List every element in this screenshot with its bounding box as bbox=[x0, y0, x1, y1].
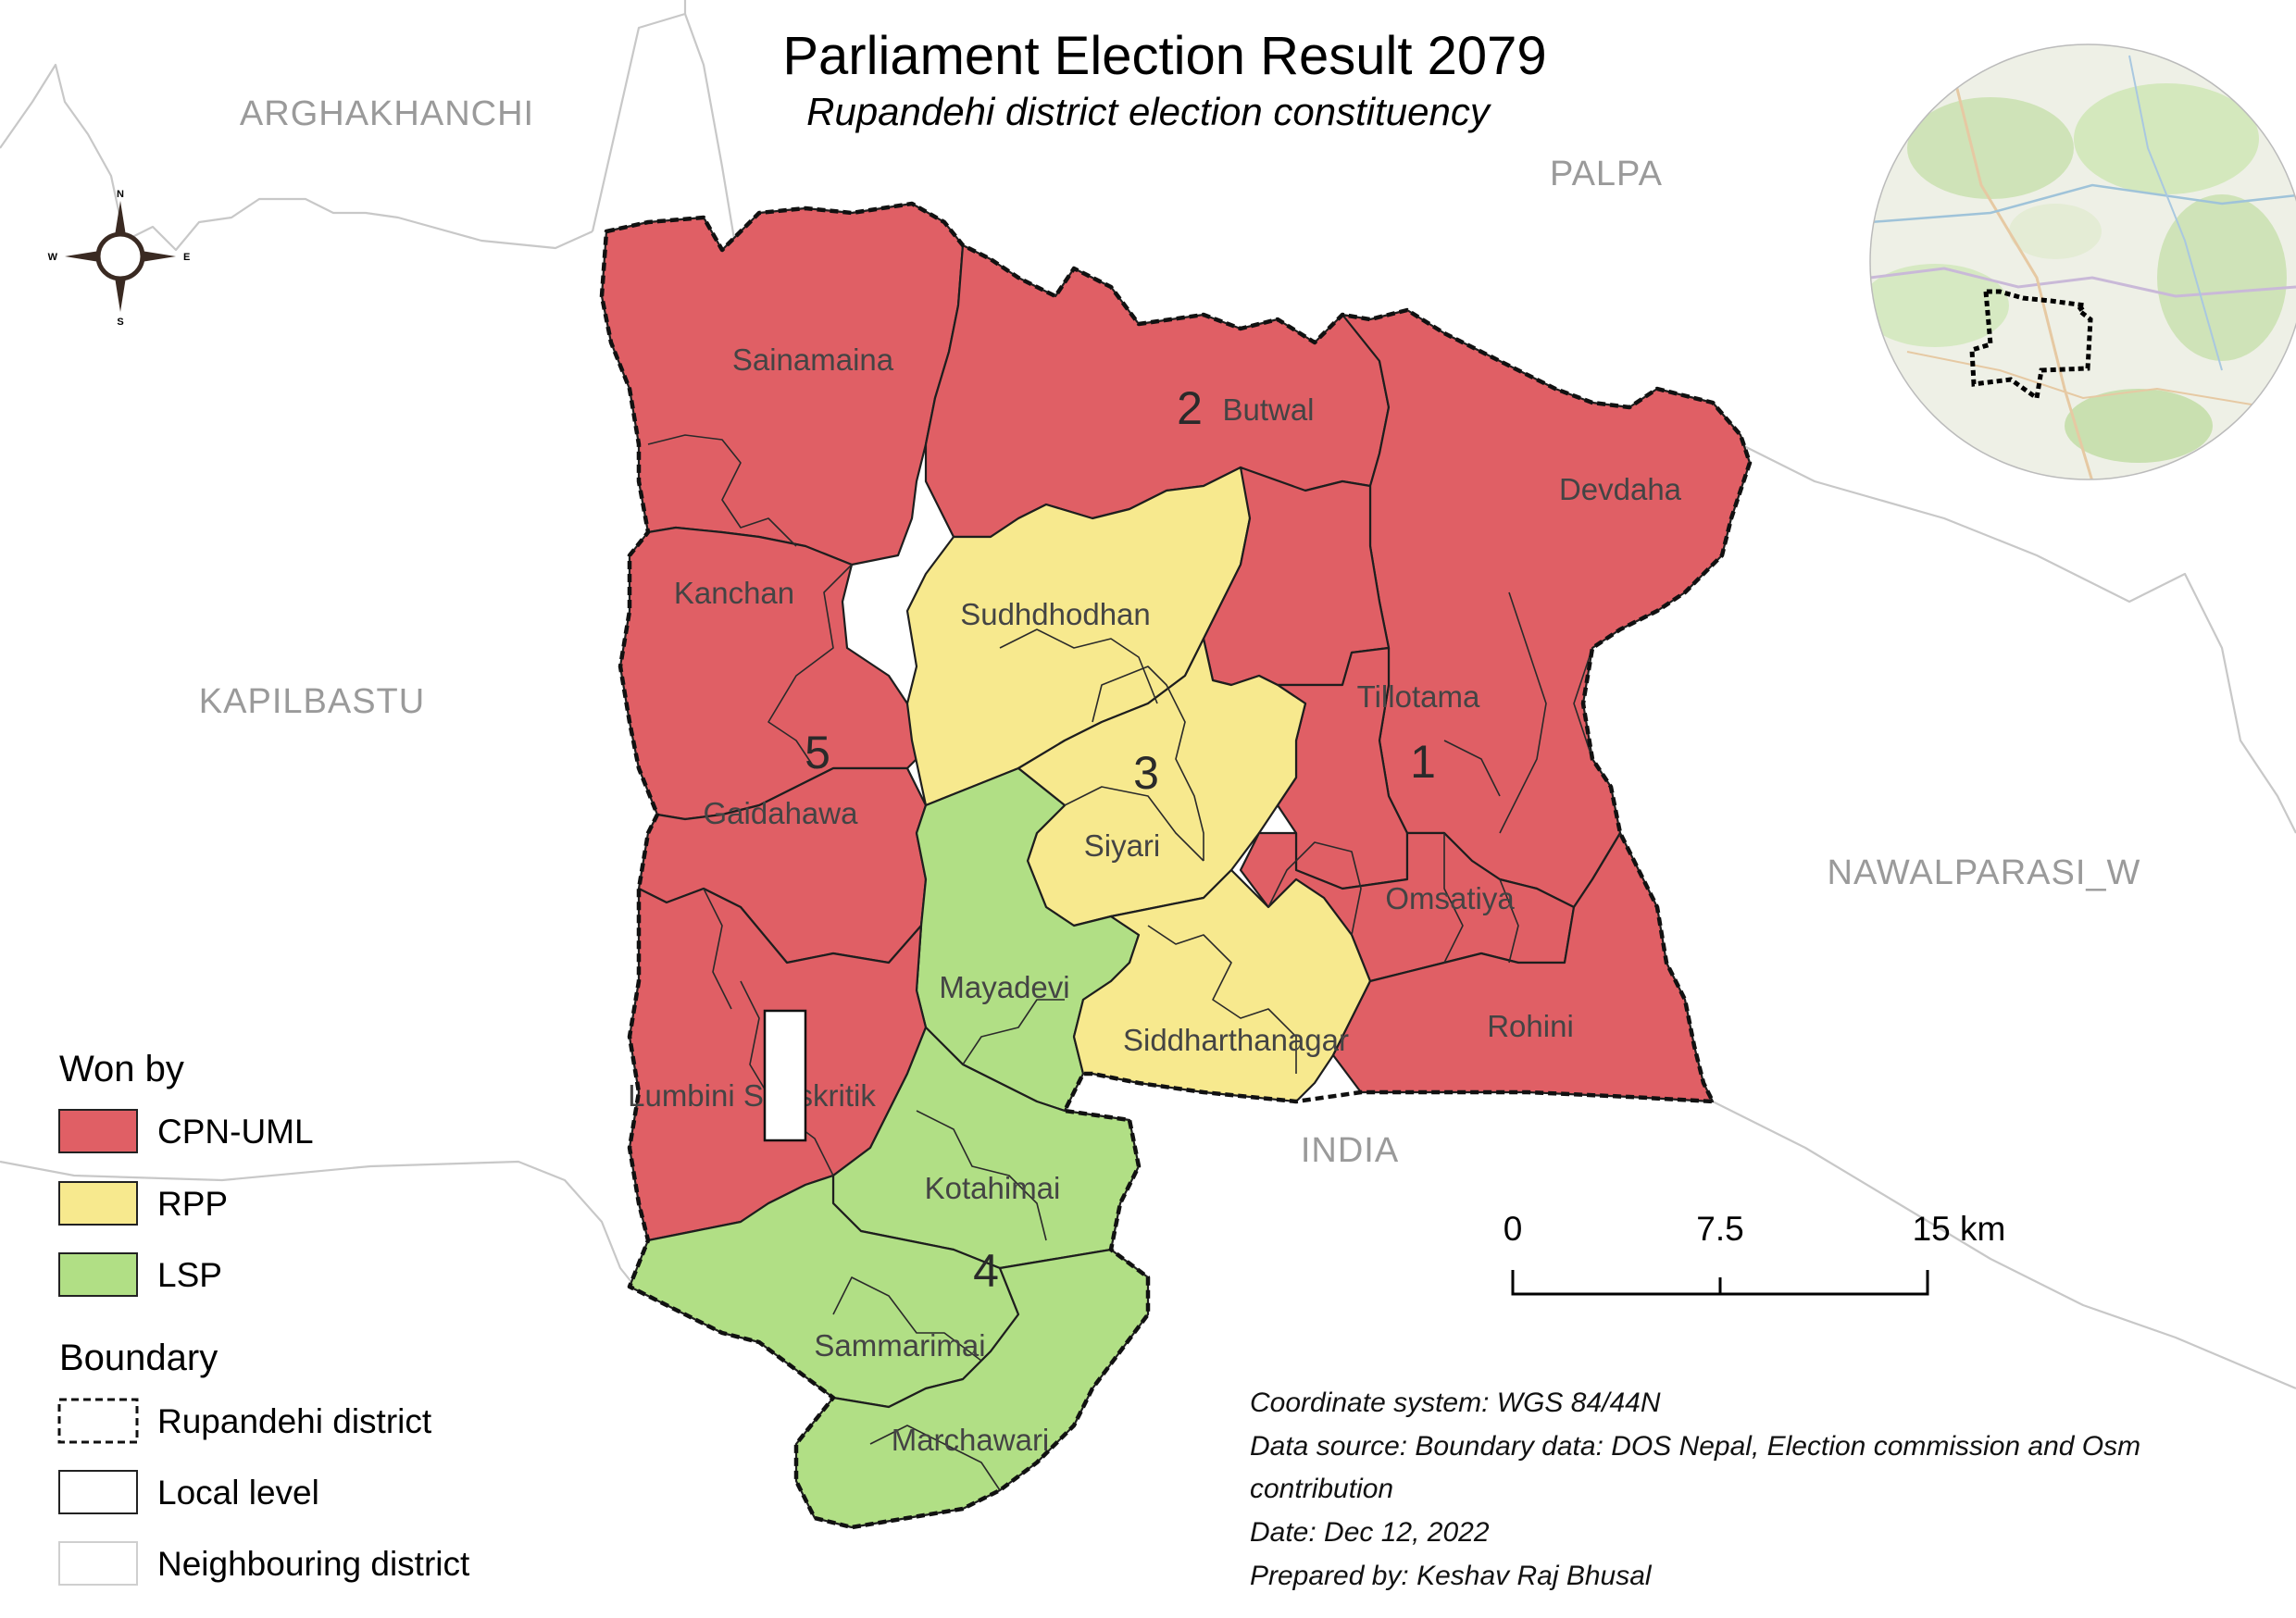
legend-swatch-local-level bbox=[58, 1470, 138, 1514]
neighbouring-district-boundaries bbox=[0, 0, 2296, 1390]
label-palpa: PALPA bbox=[1550, 155, 1663, 193]
label-devdaha: Devdaha bbox=[1559, 472, 1682, 506]
map-subtitle: Rupandehi district election constituency bbox=[806, 90, 1492, 133]
legend-label-neighbouring: Neighbouring district bbox=[157, 1545, 470, 1583]
legend-swatch-lsp bbox=[58, 1252, 138, 1297]
label-siyari: Siyari bbox=[1084, 828, 1161, 863]
legend-label-rpp: RPP bbox=[157, 1185, 228, 1223]
legend-swatch-rpp bbox=[58, 1181, 138, 1226]
label-gaidahawa: Gaidahawa bbox=[704, 796, 859, 830]
legend-boundary-heading: Boundary bbox=[59, 1338, 218, 1378]
neighbour-boundary-palpa bbox=[591, 0, 687, 232]
scale-bar: 0 7.5 15 km bbox=[1504, 1210, 2006, 1296]
label-lumbini-sanskritik: Lumbini Sanskritik bbox=[628, 1078, 876, 1113]
label-sudhdhodhan: Sudhdhodhan bbox=[960, 597, 1151, 631]
compass-w: W bbox=[48, 252, 58, 263]
label-rohini: Rohini bbox=[1487, 1009, 1574, 1043]
compass-s: S bbox=[117, 317, 123, 328]
info-data-source: Data source: Boundary data: DOS Nepal, E… bbox=[1250, 1431, 2140, 1462]
label-marchawari: Marchawari bbox=[892, 1423, 1050, 1457]
label-butwal: Butwal bbox=[1222, 392, 1314, 427]
constituency-2-number: 2 bbox=[1177, 382, 1203, 434]
constituency-numbers: 1 2 3 4 5 bbox=[805, 382, 1436, 1297]
label-omsatiya: Omsatiya bbox=[1385, 881, 1515, 915]
compass-e: E bbox=[183, 252, 190, 263]
neighbour-boundary-arghakhanchi bbox=[0, 63, 593, 252]
map-metadata: Coordinate system: WGS 84/44N Data sourc… bbox=[1250, 1388, 2140, 1591]
label-kanchan: Kanchan bbox=[674, 576, 794, 610]
scale-tick-15: 15 km bbox=[1913, 1210, 2006, 1248]
constituency-4-number: 4 bbox=[973, 1245, 999, 1297]
legend-label-district: Rupandehi district bbox=[157, 1402, 432, 1440]
map-title: Parliament Election Result 2079 bbox=[782, 26, 1546, 86]
label-mayadevi: Mayadevi bbox=[939, 970, 1069, 1004]
scale-tick-0: 0 bbox=[1504, 1210, 1523, 1248]
devdaha-area bbox=[1341, 308, 1752, 909]
inset-locator-map bbox=[1870, 44, 2296, 479]
legend: Won by CPN-UML RPP LSP Boundary Rupandeh… bbox=[57, 1049, 470, 1586]
legend-won-by-heading: Won by bbox=[59, 1049, 184, 1089]
neighbour-boundary-india-west bbox=[0, 1160, 640, 1292]
label-kotahimai: Kotahimai bbox=[925, 1171, 1061, 1205]
label-kapilbastu: KAPILBASTU bbox=[199, 682, 425, 721]
rupandehi-district-boundary bbox=[599, 201, 1753, 1530]
municipality-labels: Sainamaina Butwal Devdaha Kanchan Sudhdh… bbox=[628, 342, 1682, 1457]
label-siddharthanagar: Siddharthanagar bbox=[1123, 1023, 1349, 1057]
info-coordinate-system: Coordinate system: WGS 84/44N bbox=[1250, 1388, 1661, 1418]
legend-label-local-level: Local level bbox=[157, 1474, 319, 1512]
sainamaina-area bbox=[600, 202, 965, 566]
label-arghakhanchi: ARGHAKHANCHI bbox=[240, 94, 534, 133]
inner-ward-lines bbox=[647, 434, 1593, 1491]
legend-swatch-district bbox=[57, 1398, 139, 1444]
neighbour-boundary-india-east bbox=[1712, 1101, 2296, 1390]
scale-tick-7-5: 7.5 bbox=[1696, 1210, 1743, 1248]
neighbour-labels: ARGHAKHANCHI PALPA KAPILBASTU NAWALPARAS… bbox=[199, 94, 2141, 1170]
info-data-source-cont: contribution bbox=[1250, 1474, 1393, 1504]
municipality-polygons bbox=[600, 202, 1752, 1529]
info-date: Date: Dec 12, 2022 bbox=[1250, 1517, 1490, 1548]
compass-n: N bbox=[117, 189, 124, 200]
legend-label-lsp: LSP bbox=[157, 1256, 222, 1294]
info-prepared-by: Prepared by: Keshav Raj Bhusal bbox=[1250, 1561, 1653, 1591]
lumbini-garden-marker bbox=[763, 1009, 807, 1142]
legend-label-cpn-uml: CPN-UML bbox=[157, 1113, 314, 1151]
constituency-1-number: 1 bbox=[1410, 736, 1436, 788]
constituency-3-number: 3 bbox=[1133, 747, 1159, 799]
label-india: INDIA bbox=[1301, 1131, 1399, 1170]
label-tillotama: Tillotama bbox=[1357, 679, 1480, 714]
compass-rose-icon: N S E W bbox=[48, 189, 191, 328]
legend-swatch-neighbouring bbox=[58, 1541, 138, 1586]
label-sainamaina: Sainamaina bbox=[732, 342, 894, 377]
label-nawalparasi-w: NAWALPARASI_W bbox=[1828, 853, 2141, 892]
constituency-5-number: 5 bbox=[805, 727, 830, 778]
inset-frame bbox=[1869, 44, 2296, 480]
neighbour-boundary-nawalparasi bbox=[1721, 434, 2296, 834]
label-sammarimai: Sammarimai bbox=[814, 1328, 985, 1363]
legend-swatch-cpn-uml bbox=[58, 1109, 138, 1153]
